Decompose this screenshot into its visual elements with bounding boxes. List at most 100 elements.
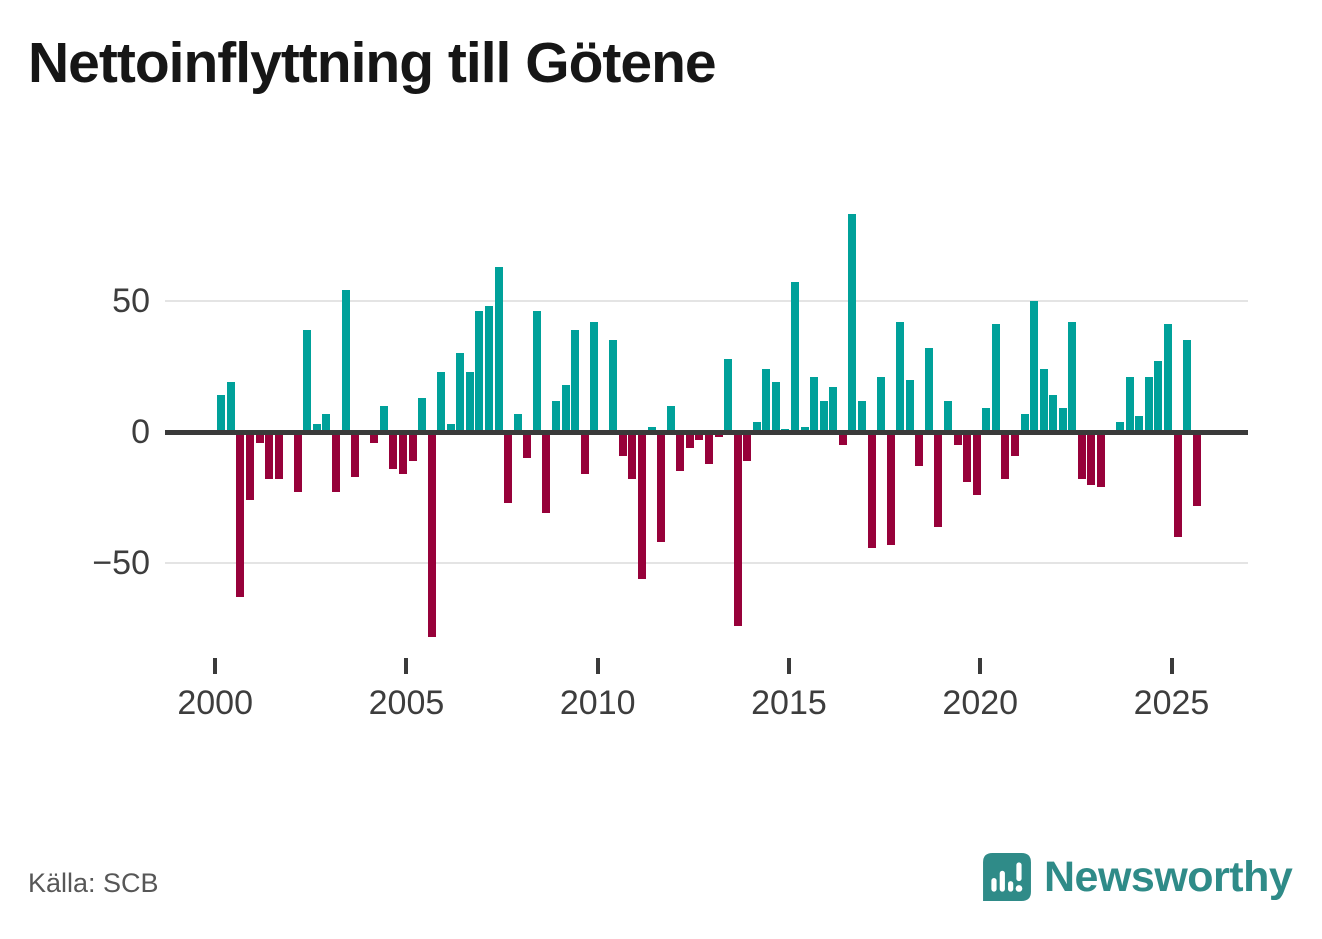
bar xyxy=(494,266,503,432)
x-tick xyxy=(978,658,983,674)
bar xyxy=(1049,395,1058,432)
bar xyxy=(217,395,226,432)
bar xyxy=(829,387,838,432)
newsworthy-logo: Newsworthy xyxy=(982,852,1293,902)
bar xyxy=(609,340,618,432)
bar xyxy=(504,432,513,503)
bar xyxy=(1116,421,1125,432)
newsworthy-logo-text: Newsworthy xyxy=(1044,852,1293,901)
newsworthy-logo-icon xyxy=(983,853,1031,901)
bar xyxy=(762,369,771,432)
bar xyxy=(791,282,799,432)
bar xyxy=(245,432,254,501)
bar xyxy=(819,400,828,432)
bar xyxy=(848,214,857,432)
bar xyxy=(561,384,570,432)
bar xyxy=(704,432,713,464)
bar xyxy=(398,432,407,474)
bar xyxy=(618,432,627,456)
bar xyxy=(1125,376,1134,432)
bar xyxy=(542,432,551,514)
bar xyxy=(896,321,905,432)
bar xyxy=(485,306,493,432)
bar xyxy=(810,376,819,432)
bar xyxy=(724,358,732,432)
bar xyxy=(714,432,723,438)
bar xyxy=(465,371,474,432)
bar xyxy=(905,379,914,432)
bar xyxy=(1192,432,1201,506)
bar xyxy=(226,382,235,432)
bar xyxy=(628,432,637,480)
bar xyxy=(341,290,350,432)
x-tick-label: 2005 xyxy=(368,684,445,722)
bar xyxy=(303,329,312,432)
bar xyxy=(685,432,694,448)
bar xyxy=(733,432,742,627)
bar xyxy=(389,432,398,469)
x-tick-label: 2025 xyxy=(1133,684,1210,722)
bar xyxy=(513,413,522,432)
bar xyxy=(418,397,426,432)
bar xyxy=(1020,413,1029,432)
x-tick-label: 2020 xyxy=(942,684,1019,722)
bar xyxy=(972,432,981,495)
bar xyxy=(580,432,589,474)
bar xyxy=(963,432,972,482)
x-tick xyxy=(213,658,218,674)
zero-axis-line xyxy=(165,429,1248,435)
bar xyxy=(351,432,360,477)
bar xyxy=(370,432,379,443)
x-tick-label: 2015 xyxy=(751,684,827,722)
bar xyxy=(1154,361,1163,432)
bar xyxy=(1135,416,1144,432)
bar xyxy=(274,432,283,480)
bar xyxy=(877,376,885,432)
y-axis-label: −50 xyxy=(92,544,150,583)
bar xyxy=(265,432,273,480)
bar xyxy=(934,432,943,527)
x-tick xyxy=(404,658,409,674)
bar xyxy=(456,353,465,432)
bar xyxy=(657,432,666,543)
bar xyxy=(293,432,302,493)
x-tick-label: 2010 xyxy=(559,684,636,722)
bar xyxy=(953,432,962,446)
bar xyxy=(551,400,560,432)
bar xyxy=(800,426,809,432)
bar xyxy=(1030,300,1039,432)
bar xyxy=(638,432,646,580)
bar xyxy=(944,400,952,432)
bar xyxy=(915,432,924,467)
y-axis-label: 50 xyxy=(112,281,150,320)
bar xyxy=(379,405,388,432)
bar xyxy=(1039,369,1048,432)
bar xyxy=(991,324,1000,432)
bar xyxy=(752,421,761,432)
bar xyxy=(647,426,656,432)
bar xyxy=(1058,408,1067,432)
bar xyxy=(857,400,866,432)
bar xyxy=(532,311,541,432)
bar xyxy=(1010,432,1019,456)
bar xyxy=(236,432,245,598)
bar xyxy=(1077,432,1086,480)
x-tick xyxy=(786,658,791,674)
x-tick-label: 2000 xyxy=(177,684,253,722)
bar xyxy=(1173,432,1182,537)
y-axis-label: 0 xyxy=(131,413,150,451)
bar xyxy=(427,432,436,637)
y-grid-line xyxy=(165,562,1248,565)
bar xyxy=(695,432,704,440)
y-grid-line xyxy=(165,299,1248,302)
bar xyxy=(475,311,484,432)
bar xyxy=(1068,321,1077,432)
bar xyxy=(332,432,340,493)
bar xyxy=(437,371,446,432)
bar xyxy=(838,432,847,446)
bar xyxy=(1183,340,1192,432)
bar xyxy=(924,348,933,432)
bar xyxy=(1097,432,1105,488)
x-tick xyxy=(1169,658,1174,674)
bar xyxy=(408,432,417,461)
